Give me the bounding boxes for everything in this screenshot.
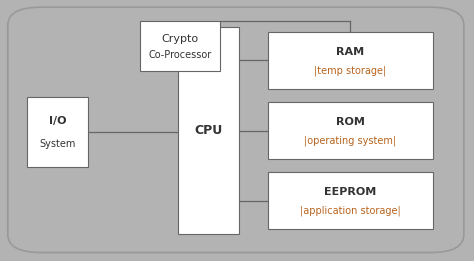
FancyBboxPatch shape [27,97,88,167]
Text: CPU: CPU [194,124,223,137]
Text: |application storage|: |application storage| [300,206,401,216]
Text: System: System [39,139,75,149]
Text: EEPROM: EEPROM [324,187,376,197]
Text: I/O: I/O [49,116,66,126]
Text: RAM: RAM [337,47,365,57]
FancyBboxPatch shape [178,27,239,234]
FancyBboxPatch shape [268,102,433,159]
Text: |temp storage|: |temp storage| [314,66,387,76]
Text: |operating system|: |operating system| [304,135,396,146]
Text: Crypto: Crypto [162,34,199,44]
Text: Co-Processor: Co-Processor [149,50,212,60]
FancyBboxPatch shape [8,7,464,252]
FancyBboxPatch shape [140,21,220,71]
Text: ROM: ROM [336,117,365,127]
FancyBboxPatch shape [268,32,433,89]
FancyBboxPatch shape [268,172,433,229]
